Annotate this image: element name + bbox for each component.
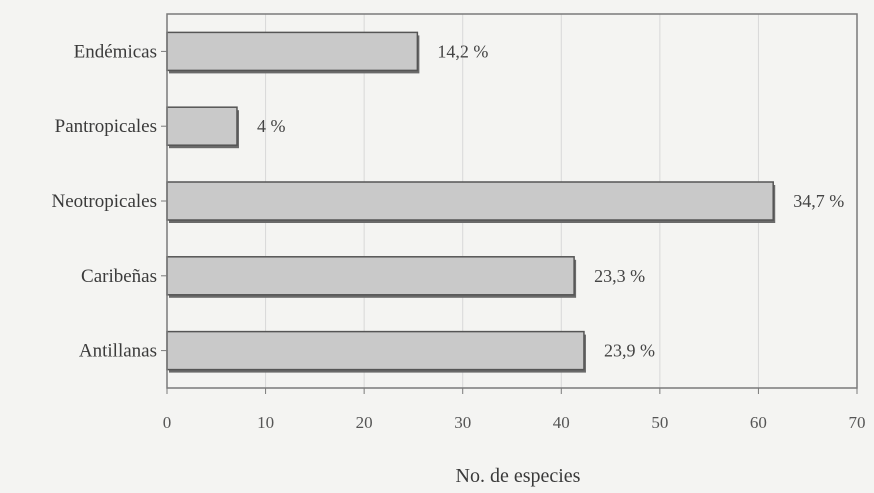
x-tick-label: 0 — [163, 413, 172, 432]
x-tick-label: 40 — [553, 413, 570, 432]
bar — [166, 106, 238, 146]
bars — [166, 31, 776, 373]
x-tick-label: 30 — [454, 413, 471, 432]
category-labels: Endémicas Pantropicales Neotropicales Carib… — [51, 41, 157, 361]
category-label: Neotropicales — [51, 191, 157, 212]
x-tick-label: 10 — [257, 413, 274, 432]
x-tick-label: 50 — [651, 413, 668, 432]
bar — [166, 31, 419, 72]
plot-frame — [166, 13, 858, 389]
category-label: Pantropicales — [55, 116, 157, 137]
data-label: 34,7 % — [793, 191, 844, 211]
data-label: 23,9 % — [604, 341, 655, 361]
category-label: Caribeñas — [81, 266, 157, 287]
bar — [166, 181, 774, 221]
x-axis-title: No. de especies — [456, 465, 581, 487]
data-label: 14,2 % — [437, 41, 488, 61]
x-tick-label: 60 — [750, 413, 767, 432]
x-tick-label: 20 — [356, 413, 373, 432]
category-label: Antillanas — [79, 341, 157, 362]
category-label: Endémicas — [74, 41, 157, 62]
bar — [166, 330, 585, 371]
data-label: 4 % — [257, 116, 286, 136]
x-axis-ticks: 0 10 20 30 40 50 60 70 — [161, 50, 866, 432]
data-label: 23,3 % — [594, 266, 645, 286]
data-labels: 14,2 % 4 % 34,7 % 23,3 % 23,9 % — [257, 41, 844, 360]
bar — [166, 256, 575, 296]
x-tick-label: 70 — [849, 413, 866, 432]
